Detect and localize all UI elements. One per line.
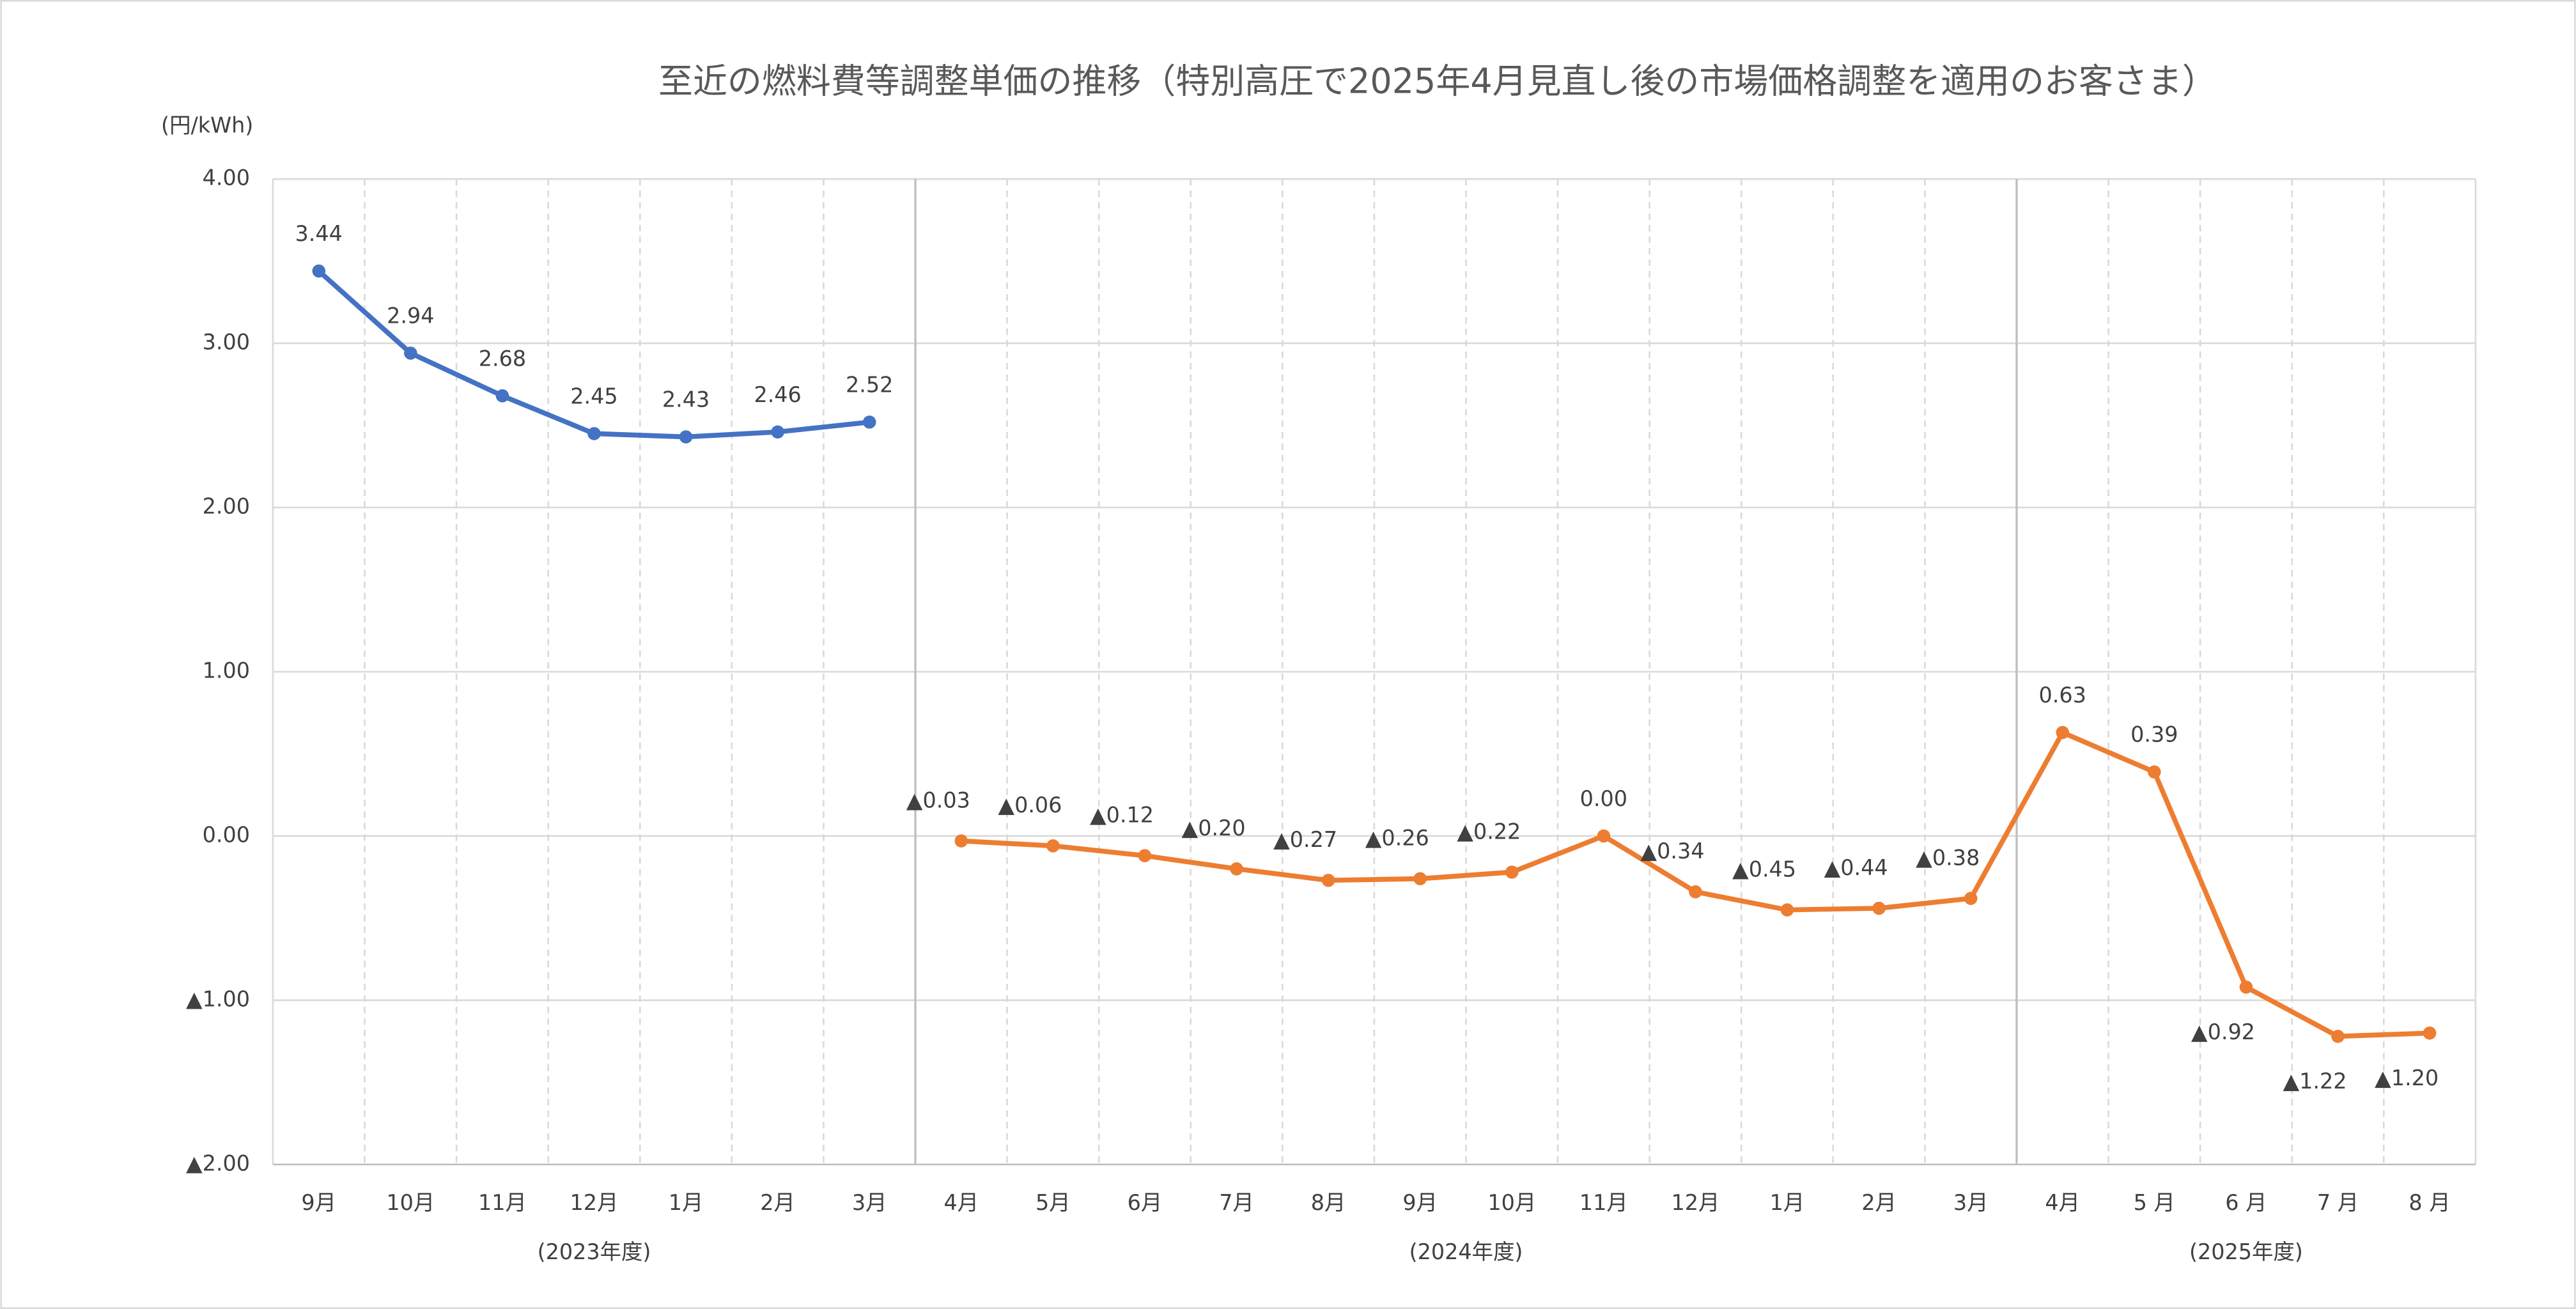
x-tick-label: 2月 (760, 1190, 795, 1215)
x-tick-label: 11月 (478, 1190, 527, 1215)
data-point (404, 346, 417, 360)
data-label: ▲0.22 (1457, 819, 1521, 844)
x-tick-label: 1月 (669, 1190, 704, 1215)
data-label: 0.39 (2130, 722, 2178, 747)
data-point (2056, 725, 2070, 740)
data-point (495, 389, 509, 403)
y-tick-label: 1.00 (203, 658, 250, 683)
y-tick-label: 4.00 (203, 166, 250, 190)
data-point (1505, 865, 1519, 879)
data-point (1138, 849, 1152, 863)
data-point (2148, 765, 2161, 779)
data-point (1321, 874, 1335, 887)
data-label: 0.63 (2039, 683, 2086, 708)
data-point (312, 264, 326, 278)
data-label: ▲0.34 (1640, 839, 1704, 864)
data-point (771, 425, 784, 439)
data-label: 0.00 (1580, 786, 1627, 811)
data-label: ▲0.20 (1182, 816, 1246, 840)
data-label: ▲1.22 (2283, 1069, 2347, 1094)
x-tick-label: 3月 (852, 1190, 887, 1215)
data-label: 2.45 (570, 383, 617, 408)
data-point (2423, 1026, 2437, 1040)
data-point (1964, 892, 1978, 905)
data-label: ▲0.03 (906, 787, 970, 812)
x-tick-label: 7 月 (2317, 1190, 2359, 1215)
x-tick-label: 10月 (1487, 1190, 1536, 1215)
y-tick-label: 2.00 (203, 494, 250, 519)
x-tick-label: 6 月 (2225, 1190, 2267, 1215)
data-point (1046, 839, 1060, 853)
data-label: ▲0.27 (1273, 827, 1337, 852)
x-tick-label: 9月 (301, 1190, 336, 1215)
data-point (2239, 980, 2253, 994)
x-tick-label: 5月 (1036, 1190, 1071, 1215)
data-label: 2.94 (387, 303, 434, 328)
data-label: ▲0.26 (1365, 826, 1429, 851)
data-point (1780, 903, 1794, 917)
y-tick-label: ▲1.00 (186, 986, 250, 1011)
data-label: ▲1.20 (2375, 1065, 2439, 1090)
y-tick-label: ▲2.00 (186, 1150, 250, 1175)
chart-title: 至近の燃料費等調整単価の推移（特別高圧で2025年4月見直し後の市場価格調整を適… (658, 61, 2217, 102)
x-tick-label: 11月 (1579, 1190, 1628, 1215)
x-tick-label: 3月 (1953, 1190, 1989, 1215)
data-label: 2.68 (479, 346, 526, 371)
x-tick-label: 8 月 (2409, 1190, 2450, 1215)
x-tick-label: 9月 (1402, 1190, 1438, 1215)
x-tick-label: 2月 (1861, 1190, 1897, 1215)
group-label: (2023年度) (538, 1239, 651, 1264)
y-axis-label: (円/kWh) (161, 112, 253, 137)
data-point (587, 427, 601, 440)
x-tick-label: 7月 (1219, 1190, 1254, 1215)
x-tick-label: 12月 (1671, 1190, 1719, 1215)
data-label: ▲0.45 (1732, 856, 1796, 881)
x-tick-label: 4月 (943, 1190, 979, 1215)
x-tick-label: 5 月 (2134, 1190, 2175, 1215)
data-point (679, 430, 693, 444)
x-tick-label: 6月 (1128, 1190, 1163, 1215)
data-point (1872, 901, 1886, 915)
y-tick-label: 3.00 (203, 330, 250, 355)
x-tick-label: 4月 (2045, 1190, 2080, 1215)
data-label: 2.46 (754, 382, 801, 407)
data-label: 2.43 (662, 387, 710, 412)
data-point (954, 834, 968, 848)
data-point (2331, 1030, 2345, 1043)
data-label: ▲0.92 (2191, 1019, 2255, 1044)
data-point (1597, 829, 1611, 843)
data-label: 3.44 (295, 221, 343, 246)
data-label: ▲0.06 (998, 793, 1062, 817)
x-tick-label: 12月 (570, 1190, 619, 1215)
data-point (1413, 872, 1427, 886)
x-tick-label: 10月 (386, 1190, 435, 1215)
data-point (862, 415, 876, 429)
group-label: (2025年度) (2189, 1239, 2303, 1264)
x-tick-label: 1月 (1770, 1190, 1805, 1215)
group-label: (2024年度) (1409, 1239, 1523, 1264)
y-tick-label: 0.00 (203, 822, 250, 847)
data-label: ▲0.12 (1090, 803, 1154, 828)
data-label: ▲0.38 (1916, 845, 1980, 870)
data-point (1689, 885, 1702, 899)
data-point (1230, 862, 1243, 876)
x-tick-label: 8月 (1311, 1190, 1346, 1215)
data-label: 2.52 (846, 372, 893, 397)
data-label: ▲0.44 (1824, 855, 1888, 880)
